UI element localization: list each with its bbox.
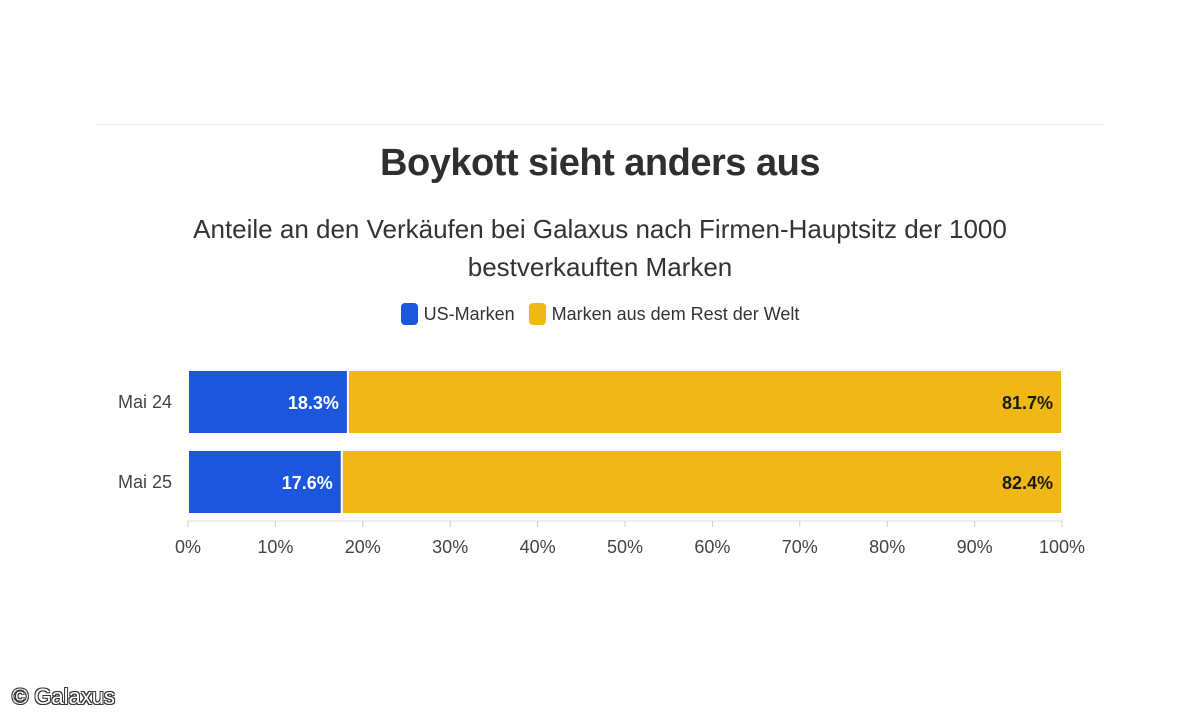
legend: US-Marken Marken aus dem Rest der Welt (0, 303, 1200, 325)
top-divider (95, 124, 1105, 125)
bar-segment (187, 449, 343, 515)
data-label: 17.6% (282, 473, 333, 493)
x-tick-label: 70% (782, 537, 818, 557)
bar-segment (346, 369, 1063, 435)
data-label: 82.4% (1002, 473, 1053, 493)
x-tick-label: 60% (694, 537, 730, 557)
legend-label-rest: Marken aus dem Rest der Welt (551, 303, 800, 324)
legend-swatch-us (400, 303, 418, 325)
bar-segment (340, 449, 1064, 515)
bar-segment (187, 369, 349, 435)
x-tick-label: 30% (432, 537, 468, 557)
x-tick-label: 50% (607, 537, 643, 557)
data-label: 18.3% (288, 393, 339, 413)
category-label: Mai 24 (118, 392, 172, 412)
x-tick-label: 20% (345, 537, 381, 557)
x-tick-label: 10% (257, 537, 293, 557)
category-label: Mai 25 (118, 472, 172, 492)
x-tick-label: 100% (1039, 537, 1085, 557)
credit-label: © Galaxus (12, 684, 116, 709)
chart-title: Boykott sieht anders aus (380, 142, 820, 184)
x-tick-label: 40% (520, 537, 556, 557)
x-tick-label: 90% (957, 537, 993, 557)
x-tick-label: 0% (175, 537, 201, 557)
legend-item-rest: Marken aus dem Rest der Welt (528, 303, 800, 325)
chart-subtitle: Anteile an den Verkäufen bei Galaxus nac… (193, 214, 1007, 282)
x-tick-label: 80% (869, 537, 905, 557)
legend-item-us: US-Marken (400, 303, 515, 325)
data-label: 81.7% (1002, 393, 1053, 413)
legend-swatch-rest (528, 303, 546, 325)
legend-label-us: US-Marken (423, 303, 515, 324)
